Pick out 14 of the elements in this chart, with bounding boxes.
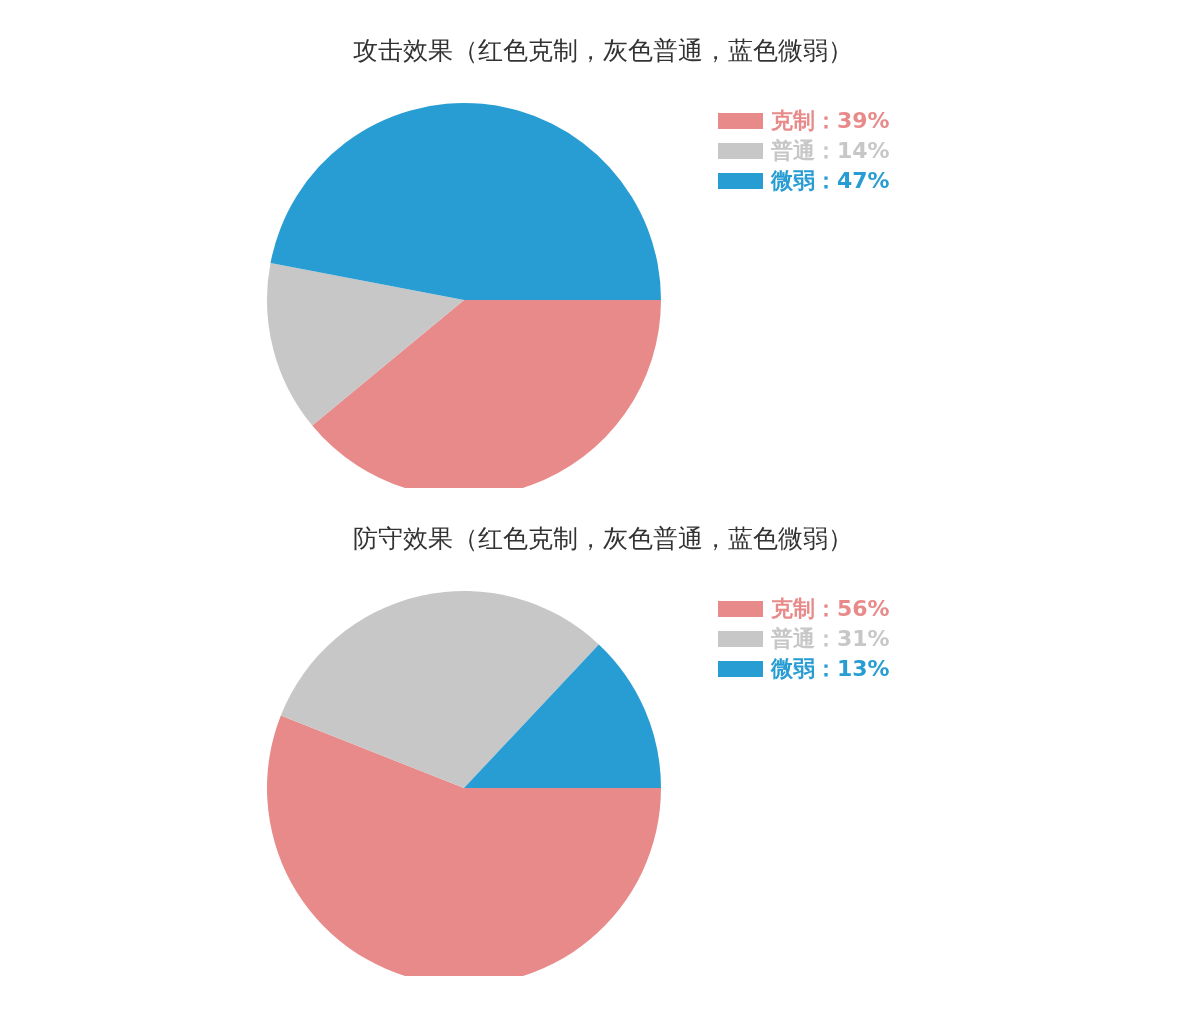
data-label: ：13% bbox=[815, 656, 890, 681]
legend-label: 微弱 bbox=[771, 656, 815, 681]
data-label: ：14% bbox=[815, 138, 890, 163]
legend-label: 普通 bbox=[771, 138, 815, 163]
data-label: ：56% bbox=[815, 596, 890, 621]
data-label: ：31% bbox=[815, 626, 890, 651]
data-label: ：47% bbox=[815, 168, 890, 193]
legend-label: 克制 bbox=[771, 596, 815, 621]
legend-label: 克制 bbox=[771, 108, 815, 133]
legend-label: 微弱 bbox=[771, 168, 815, 193]
legend-label: 普通 bbox=[771, 626, 815, 651]
chart-title: 攻击效果（红色克制，灰色普通，蓝色微弱） bbox=[353, 35, 853, 67]
data-label: ：39% bbox=[815, 108, 890, 133]
chart-title: 防守效果（红色克制，灰色普通，蓝色微弱） bbox=[353, 523, 853, 555]
